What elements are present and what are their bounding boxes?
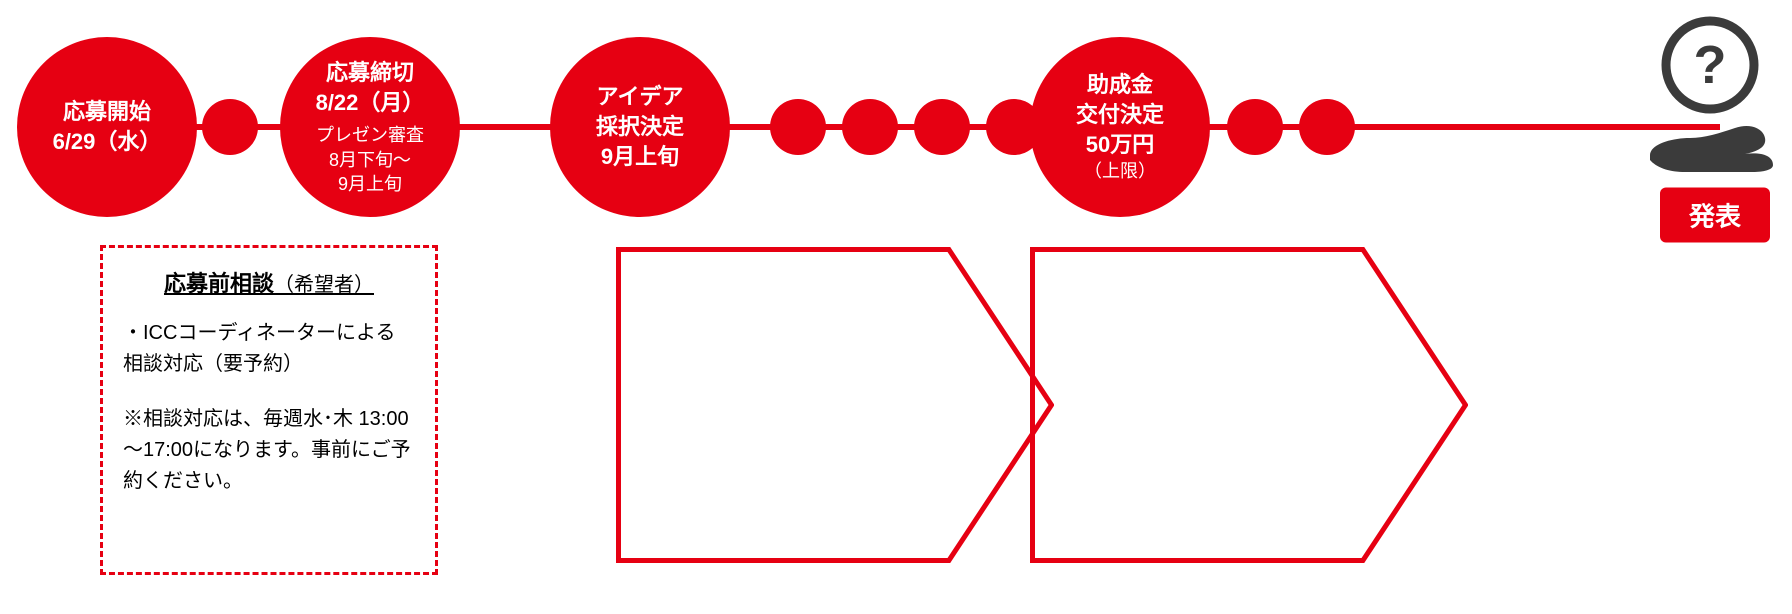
milestone-text: 助成金 bbox=[1087, 70, 1153, 100]
announce-label: 発表 bbox=[1689, 197, 1741, 234]
consult-title-main: 応募前相談 bbox=[164, 271, 274, 296]
milestone-text: 8/22（月） bbox=[316, 88, 425, 118]
milestone-circle: 応募開始6/29（水） bbox=[17, 37, 197, 217]
milestone-text: 応募開始 bbox=[63, 97, 151, 127]
milestone-circle: アイデア採択決定9月上旬 bbox=[550, 37, 730, 217]
consult-body: ・ICCコーディネーターによる相談対応（要予約） bbox=[123, 318, 415, 380]
consult-title-sub: （希望者） bbox=[274, 274, 374, 296]
timeline-dot bbox=[1227, 99, 1283, 155]
milestone-text: 6/29（水） bbox=[53, 127, 162, 157]
timeline-diagram: 応募開始6/29（水）応募締切8/22（月）プレゼン審査8月下旬～9月上旬アイデ… bbox=[0, 0, 1792, 614]
consult-title: 応募前相談（希望者） bbox=[123, 266, 415, 298]
milestone-text: 採択決定 bbox=[596, 112, 684, 142]
timeline-dot bbox=[770, 99, 826, 155]
timeline-dot bbox=[202, 99, 258, 155]
milestone-subtext: 8月下旬～ bbox=[329, 148, 411, 172]
milestone-subtext: プレゼン審査 bbox=[316, 123, 424, 147]
milestone-text: アイデア bbox=[597, 82, 684, 112]
milestone-paren: （上限） bbox=[1084, 159, 1156, 183]
timeline-dot bbox=[842, 99, 898, 155]
milestone-circle: 応募締切8/22（月） プレゼン審査8月下旬～9月上旬 bbox=[280, 37, 460, 217]
milestone-circle: 助成金交付決定50万円（上限） bbox=[1030, 37, 1210, 217]
svg-text:?: ? bbox=[1694, 35, 1727, 95]
phase-arrow bbox=[616, 247, 1054, 563]
consult-box: 応募前相談（希望者） ・ICCコーディネーターによる相談対応（要予約） ※相談対応は… bbox=[100, 245, 438, 575]
phase-arrow bbox=[1030, 247, 1468, 563]
milestone-text: 交付決定 bbox=[1076, 100, 1164, 130]
question-icon: ? bbox=[1635, 0, 1785, 200]
milestone-text: 9月上旬 bbox=[601, 142, 679, 172]
milestone-text: 50万円 bbox=[1086, 130, 1154, 160]
consult-note: ※相談対応は、毎週水･木 13:00～17:00になります。事前にご予約ください… bbox=[123, 404, 415, 497]
timeline-dot bbox=[914, 99, 970, 155]
timeline-dot bbox=[1299, 99, 1355, 155]
announce-box: 発表 bbox=[1660, 188, 1770, 243]
milestone-text: 応募締切 bbox=[326, 58, 414, 88]
milestone-subtext: 9月上旬 bbox=[338, 172, 402, 196]
